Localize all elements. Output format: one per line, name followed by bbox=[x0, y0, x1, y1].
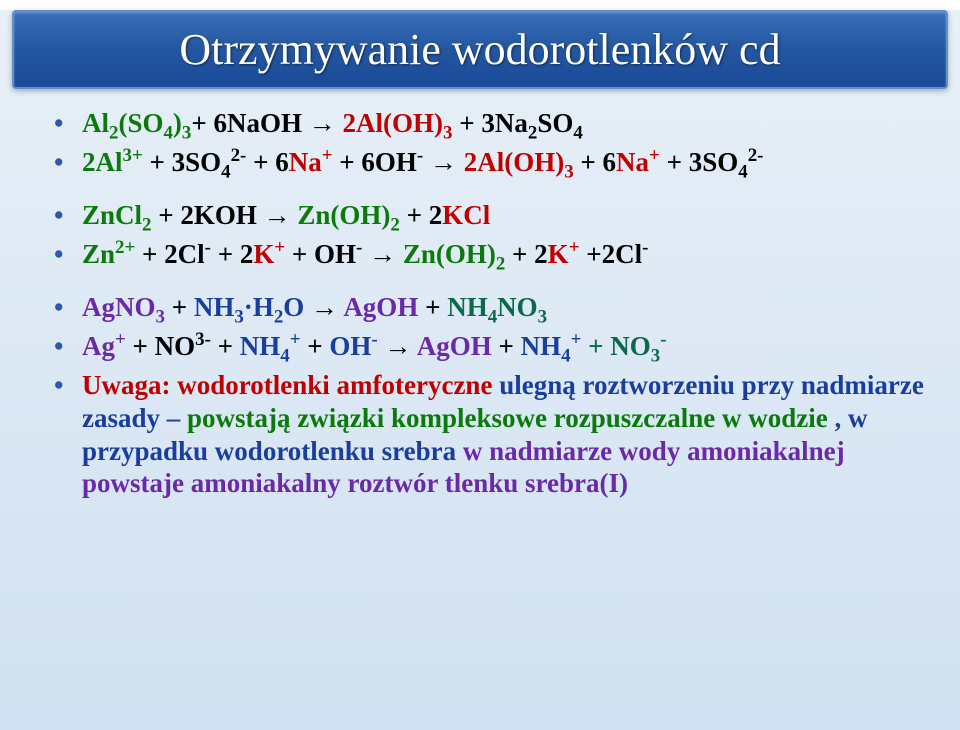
eq5-s1: + bbox=[165, 292, 194, 322]
slide: Otrzymywanie wodorotlenków cd Al2(SO4)3+… bbox=[0, 10, 960, 730]
eq4-cl: Cl- bbox=[178, 239, 211, 269]
eq6-nh4r: NH4+ bbox=[521, 331, 582, 361]
eq2-s4: + 6 bbox=[574, 147, 616, 177]
eq2-so4: SO42- bbox=[185, 147, 246, 177]
eq2-so4r: SO42- bbox=[702, 147, 763, 177]
eq5-agno3: AgNO3 bbox=[82, 292, 165, 322]
eq5-dot: · bbox=[244, 292, 253, 322]
eq1-arrow: → bbox=[309, 108, 343, 138]
equation-2: 2Al3+ + 3SO42- + 6Na+ + 6OH- → 2Al(OH)3 … bbox=[50, 146, 930, 179]
content-area: Al2(SO4)3+ 6NaOH → 2Al(OH)3 + 3Na2SO4 2A… bbox=[0, 89, 960, 516]
bullet-list: Al2(SO4)3+ 6NaOH → 2Al(OH)3 + 3Na2SO4 2A… bbox=[50, 107, 930, 500]
eq4-s4: + 2 bbox=[505, 239, 547, 269]
eq1-naoh: + 6NaOH bbox=[191, 108, 308, 138]
eq2-s5: + 3 bbox=[660, 147, 702, 177]
eq6-arrow: → bbox=[378, 331, 417, 361]
eq3-znoh2: Zn(OH)2 bbox=[297, 200, 399, 230]
eq5-no3: NO3 bbox=[497, 292, 547, 322]
note-paragraph: Uwaga: wodorotlenki amfoteryczne ulegną … bbox=[50, 369, 930, 501]
eq6-s2: + bbox=[211, 331, 240, 361]
eq4-znoh2: Zn(OH)2 bbox=[403, 239, 505, 269]
eq4-s5: +2 bbox=[579, 239, 615, 269]
eq4-arrow: → bbox=[362, 239, 403, 269]
eq6-no3: NO3- bbox=[155, 331, 211, 361]
eq2-arrow: → bbox=[423, 147, 464, 177]
eq4-oh: OH- bbox=[314, 239, 362, 269]
eq6-s3: + bbox=[301, 331, 330, 361]
eq2-s3: + 6 bbox=[333, 147, 375, 177]
eq5-s2: + bbox=[418, 292, 447, 322]
eq6-s1: + bbox=[126, 331, 155, 361]
eq3-s1: + 2 bbox=[400, 200, 442, 230]
eq1-close3: )3 bbox=[173, 108, 191, 138]
eq2-s1: + 3 bbox=[143, 147, 185, 177]
title-bar: Otrzymywanie wodorotlenków cd bbox=[12, 10, 948, 89]
equation-3: ZnCl2 + 2KOH → Zn(OH)2 + 2KCl bbox=[50, 199, 930, 232]
eq4-k: K+ bbox=[253, 239, 285, 269]
eq5-arrow: → bbox=[311, 292, 343, 322]
eq6-agoh: AgOH bbox=[417, 331, 492, 361]
eq5-h2: H2 bbox=[253, 292, 283, 322]
eq5-nh3: NH3 bbox=[194, 292, 244, 322]
note-t3: powstają związki kompleksowe rozpuszczal… bbox=[187, 403, 828, 433]
eq2-s2: + 6 bbox=[246, 147, 288, 177]
eq6-oh: OH- bbox=[329, 331, 377, 361]
eq1-so4: (SO4 bbox=[118, 108, 172, 138]
eq4-cl2: Cl- bbox=[615, 239, 648, 269]
eq4-zn: Zn2+ bbox=[82, 239, 135, 269]
eq2-aloh3: 2Al(OH)3 bbox=[464, 147, 574, 177]
eq5-nh4: NH4 bbox=[447, 292, 497, 322]
eq3-kcl: KCl bbox=[442, 200, 490, 230]
eq4-s2: + 2 bbox=[211, 239, 253, 269]
eq1-na2: Na2 bbox=[495, 108, 537, 138]
eq4-s1: + 2 bbox=[135, 239, 177, 269]
note-label: Uwaga: bbox=[82, 370, 171, 400]
eq1-plus: + 3 bbox=[452, 108, 494, 138]
eq6-s4: + bbox=[492, 331, 521, 361]
slide-title: Otrzymywanie wodorotlenków cd bbox=[179, 25, 780, 74]
eq2-na: Na+ bbox=[289, 147, 333, 177]
eq4-k2: K+ bbox=[548, 239, 580, 269]
eq3-koh: + 2KOH bbox=[151, 200, 263, 230]
note-t1: wodorotlenki amfoteryczne bbox=[171, 370, 493, 400]
eq2-oh: OH- bbox=[375, 147, 423, 177]
eq6-nh4: NH4+ bbox=[240, 331, 301, 361]
equation-4: Zn2+ + 2Cl- + 2K+ + OH- → Zn(OH)2 + 2K+ … bbox=[50, 238, 930, 271]
eq3-arrow: → bbox=[264, 200, 298, 230]
eq2-na2: Na+ bbox=[616, 147, 660, 177]
eq6-no3r: NO3- bbox=[610, 331, 666, 361]
eq5-o: O bbox=[283, 292, 311, 322]
equation-1: Al2(SO4)3+ 6NaOH → 2Al(OH)3 + 3Na2SO4 bbox=[50, 107, 930, 140]
eq5-agoh: AgOH bbox=[343, 292, 418, 322]
eq1-so4r: SO4 bbox=[537, 108, 582, 138]
equation-5: AgNO3 + NH3·H2O → AgOH + NH4NO3 bbox=[50, 291, 930, 324]
equation-6: Ag+ + NO3- + NH4+ + OH- → AgOH + NH4+ + … bbox=[50, 330, 930, 363]
eq1-al2: Al2 bbox=[82, 108, 118, 138]
eq6-ag: Ag+ bbox=[82, 331, 126, 361]
eq2-al: 2Al3+ bbox=[82, 147, 143, 177]
eq1-aloh3: 2Al(OH)3 bbox=[343, 108, 453, 138]
eq6-plus: + bbox=[581, 331, 610, 361]
eq4-s3: + bbox=[285, 239, 314, 269]
eq3-zncl2: ZnCl2 bbox=[82, 200, 151, 230]
